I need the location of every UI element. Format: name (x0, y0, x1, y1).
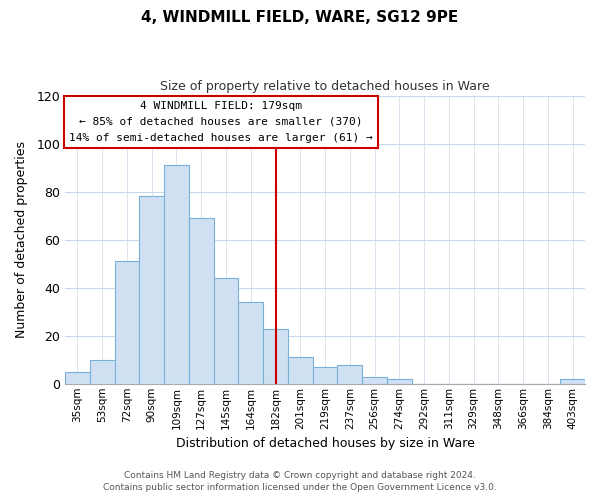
X-axis label: Distribution of detached houses by size in Ware: Distribution of detached houses by size … (176, 437, 475, 450)
Bar (263, 328, 288, 384)
Bar (337, 364, 362, 384)
Bar (115, 262, 139, 384)
Text: 4 WINDMILL FIELD: 179sqm
← 85% of detached houses are smaller (370)
14% of semi-: 4 WINDMILL FIELD: 179sqm ← 85% of detach… (69, 102, 373, 142)
Bar (214, 278, 238, 384)
Text: 4, WINDMILL FIELD, WARE, SG12 9PE: 4, WINDMILL FIELD, WARE, SG12 9PE (142, 10, 458, 25)
Bar (560, 379, 585, 384)
Text: Contains HM Land Registry data © Crown copyright and database right 2024.
Contai: Contains HM Land Registry data © Crown c… (103, 471, 497, 492)
Bar (362, 376, 387, 384)
Bar (288, 358, 313, 384)
Bar (139, 196, 164, 384)
Bar (387, 379, 412, 384)
Bar (313, 367, 337, 384)
Bar (238, 302, 263, 384)
Title: Size of property relative to detached houses in Ware: Size of property relative to detached ho… (160, 80, 490, 93)
Bar (65, 372, 90, 384)
Y-axis label: Number of detached properties: Number of detached properties (15, 141, 28, 338)
Bar (189, 218, 214, 384)
Bar (90, 360, 115, 384)
Bar (164, 165, 189, 384)
